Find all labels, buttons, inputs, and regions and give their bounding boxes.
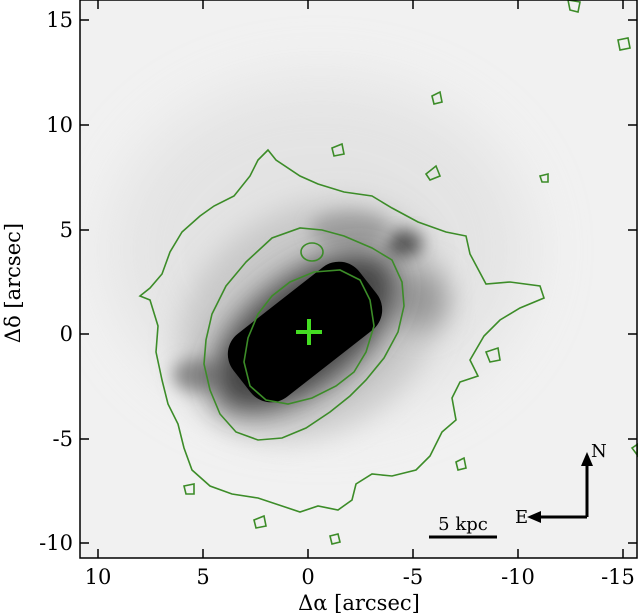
contour-inner <box>243 269 375 405</box>
y-axis-label: Δδ [arcsec] <box>1 223 25 343</box>
contours <box>138 0 638 545</box>
plot-frame <box>79 0 638 559</box>
x-tick-label: -10 <box>501 565 535 589</box>
y-tick-labels: 15 10 5 0 -5 -10 <box>39 8 73 555</box>
scale-bar: 5 kpc <box>429 514 497 539</box>
x-tick-label: 0 <box>301 565 314 589</box>
y-tick-label: -5 <box>53 427 73 451</box>
x-tick-labels: 10 5 0 -5 -10 -15 <box>85 565 635 589</box>
contour-blob-11 <box>329 533 341 545</box>
contour-blob-1 <box>424 164 442 181</box>
knot-ring <box>310 212 390 248</box>
compass-east-label: E <box>515 507 528 528</box>
knot-ne <box>386 230 422 258</box>
compass-north-label: N <box>591 441 607 462</box>
contour-blob-12 <box>630 443 638 458</box>
x-tick-label: -15 <box>601 565 635 589</box>
y-tick-label: 10 <box>46 113 73 137</box>
y-tick-label: 5 <box>60 218 73 242</box>
contour-blob-4 <box>567 0 581 13</box>
contour-blob-9 <box>455 456 467 471</box>
x-tick-label: 5 <box>196 565 209 589</box>
x-ticks <box>97 0 624 558</box>
scale-bar-label: 5 kpc <box>438 514 488 535</box>
compass: N E <box>515 441 607 528</box>
image-panel <box>80 0 638 558</box>
contour-middle <box>203 227 405 441</box>
y-ticks <box>80 19 637 544</box>
y-tick-label: -10 <box>39 531 73 555</box>
knot-w <box>392 270 448 330</box>
contour-blob-2 <box>431 90 443 105</box>
contour-blob-3 <box>331 142 345 157</box>
contour-blob-8 <box>183 483 195 495</box>
contour-small-1 <box>300 242 324 262</box>
x-axis-label: Δα [arcsec] <box>298 591 420 615</box>
y-tick-label: 0 <box>60 322 73 346</box>
contour-blob-10 <box>538 172 549 183</box>
x-tick-label: -5 <box>403 565 423 589</box>
contour-blob-5 <box>617 37 631 51</box>
x-tick-label: 10 <box>85 565 112 589</box>
contour-outer <box>138 148 545 513</box>
contour-blob-7 <box>253 514 267 529</box>
contour-blob-6 <box>484 346 501 363</box>
y-tick-label: 15 <box>46 8 73 32</box>
center-cross-marker <box>296 319 322 345</box>
